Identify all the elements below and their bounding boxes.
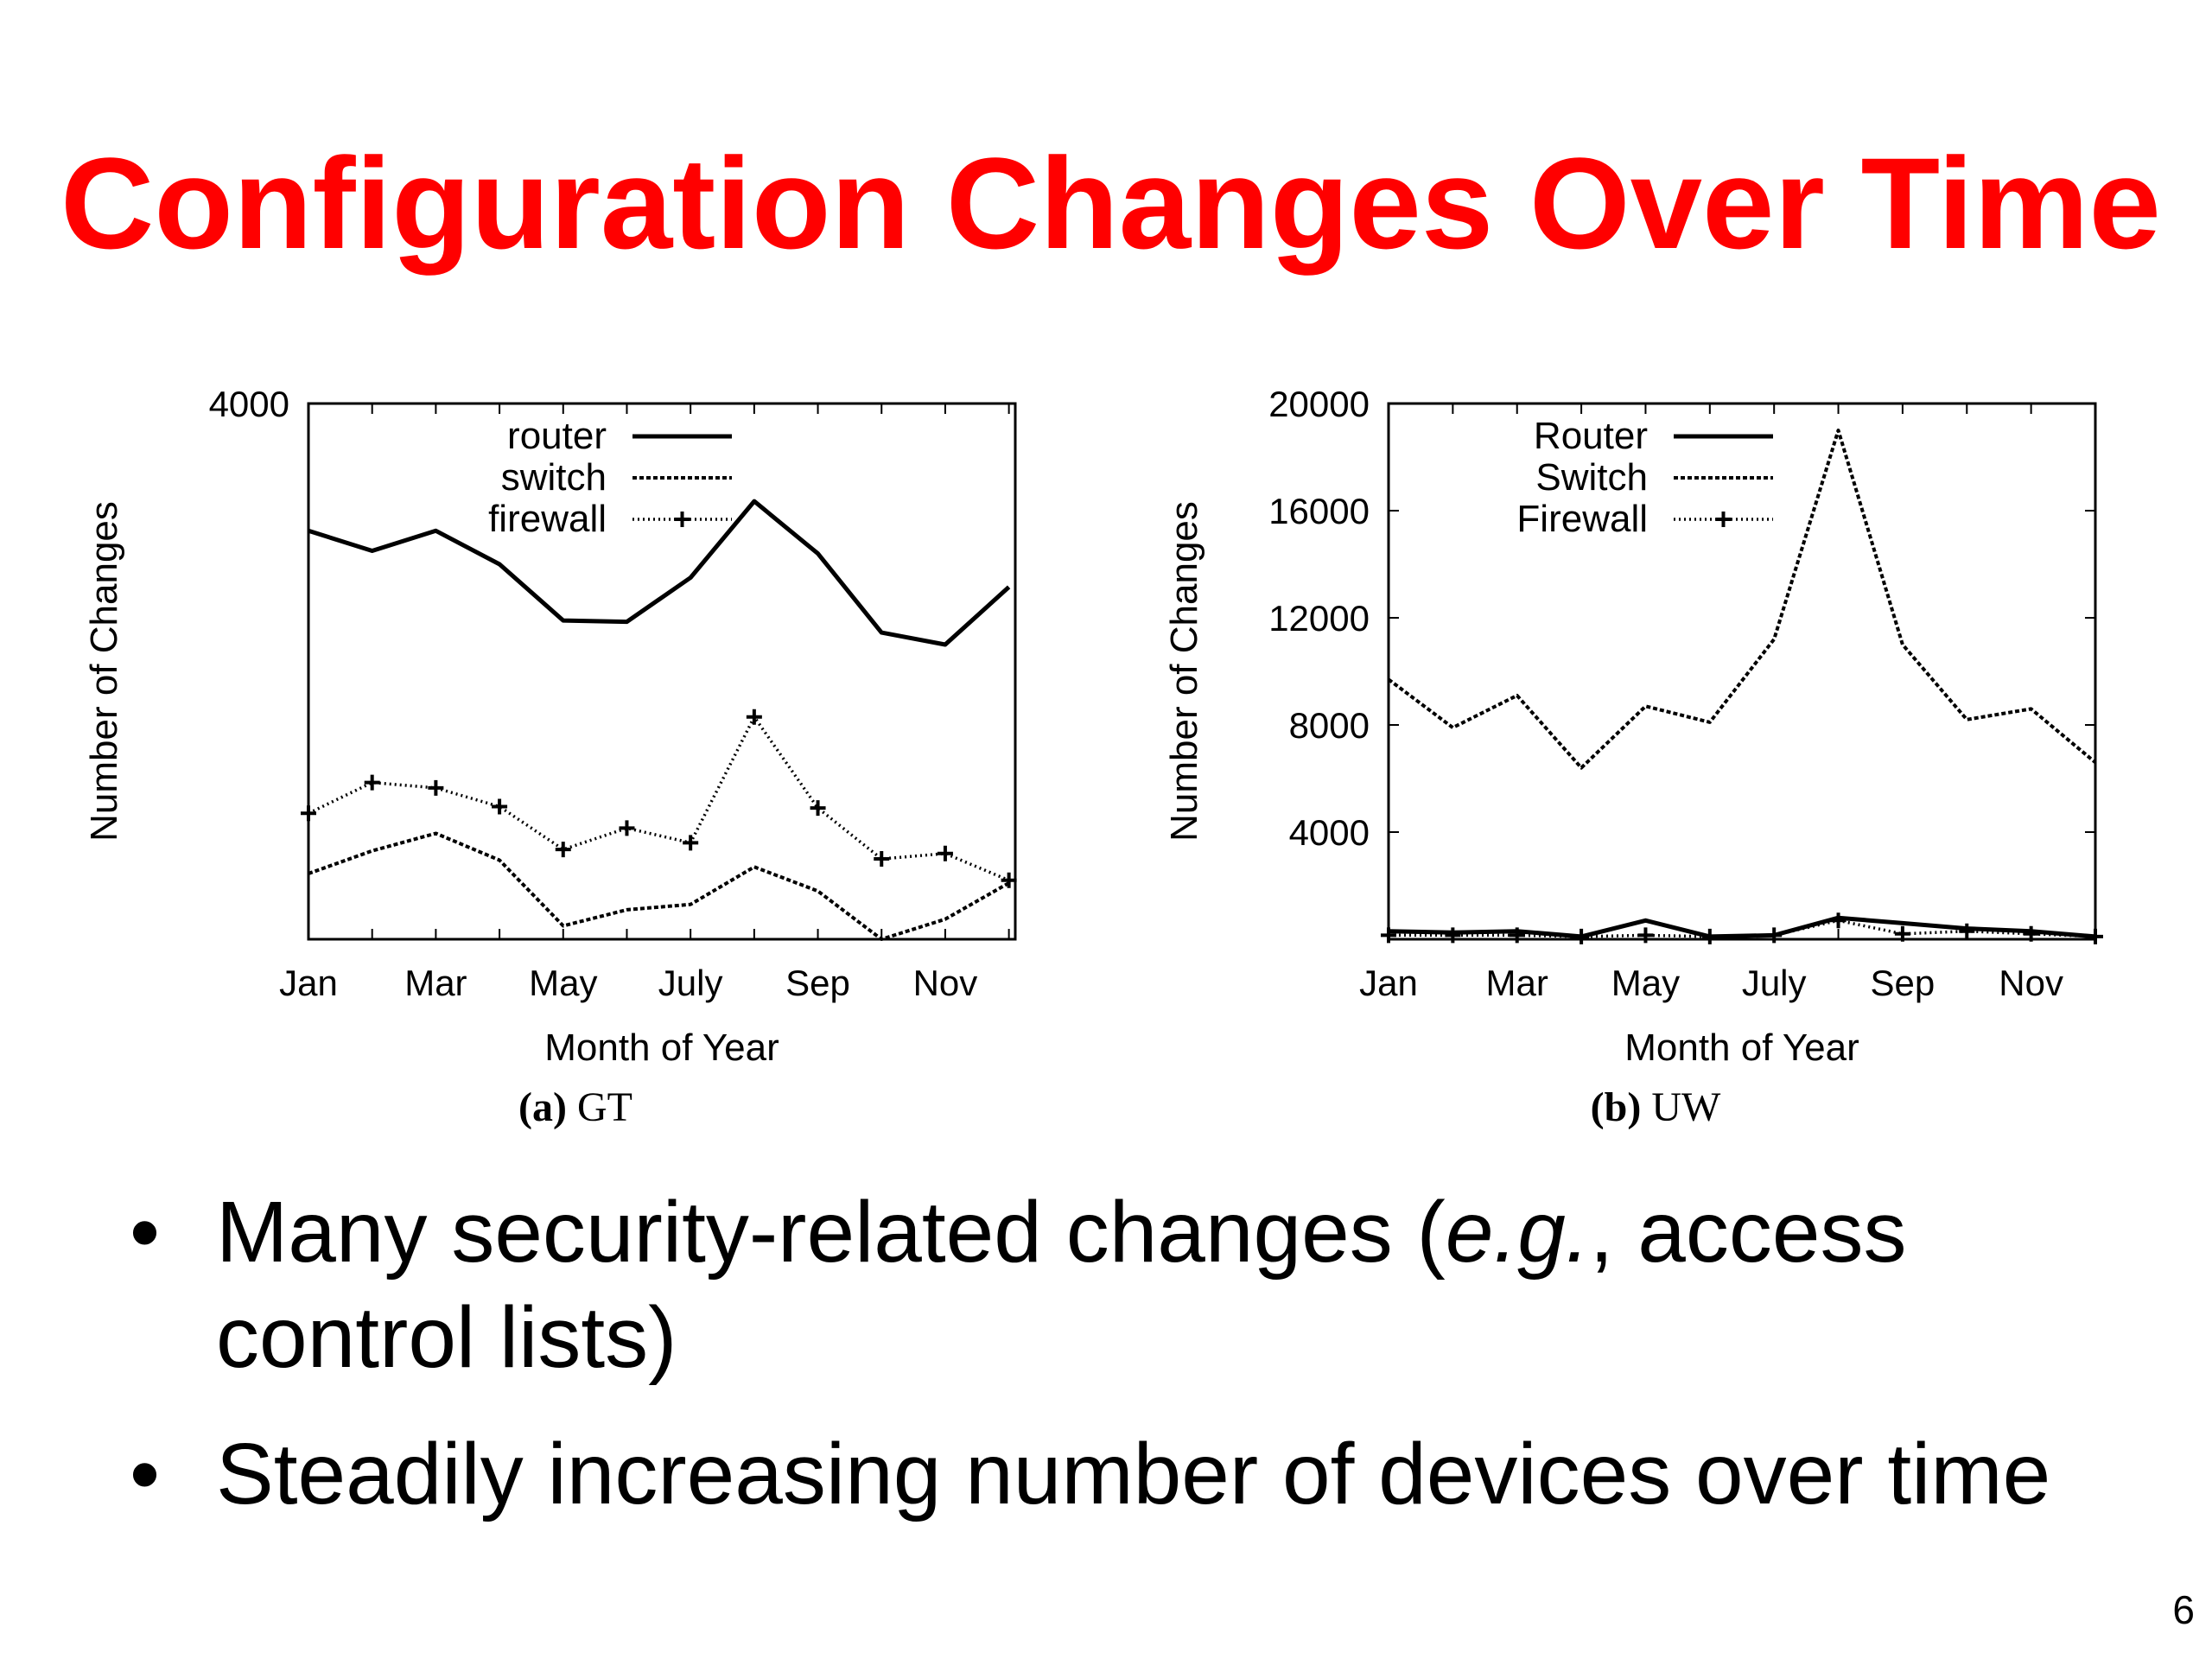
legend-marker — [674, 512, 690, 527]
bullet-dot: • — [130, 1426, 161, 1522]
x-axis-label: Month of Year — [1624, 1027, 1859, 1069]
data-point-firewall — [683, 835, 699, 851]
y-tick-label: 16000 — [1268, 491, 1370, 531]
series-line-firewall — [308, 715, 1010, 882]
data-point-firewall — [1509, 927, 1525, 944]
data-point-firewall — [555, 842, 571, 858]
chart-uw: 4000 8000 12000 16000 20000 Jan Mar May July Sep N… — [1163, 384, 2103, 1130]
legend-marker — [1715, 512, 1732, 527]
data-point-firewall — [2023, 925, 2039, 942]
chart-caption: (b) UW — [1591, 1084, 1721, 1130]
series-line-router — [1388, 915, 2096, 939]
data-point-firewall — [364, 774, 380, 791]
x-tick-label: Mar — [1486, 963, 1548, 1003]
y-tick-label: 20000 — [1268, 384, 1370, 424]
data-point-firewall — [937, 845, 953, 861]
legend-label: Switch — [1535, 456, 1648, 499]
legend-label: Firewall — [1516, 498, 1648, 540]
x-tick-label: Jan — [1359, 963, 1418, 1003]
x-tick-label: Sep — [1871, 963, 1936, 1003]
data-point-firewall — [810, 800, 826, 817]
y-axis-label: Number of Changes — [83, 501, 125, 842]
legend-label: switch — [501, 456, 607, 499]
bullet-item: • Steadily increasing number of devices … — [130, 1421, 2117, 1527]
data-point-firewall — [1381, 927, 1396, 944]
data-point-firewall — [1445, 927, 1461, 944]
x-tick-label: Nov — [913, 963, 978, 1003]
data-point-firewall — [1830, 912, 1847, 929]
page-number: 6 — [2172, 1587, 2195, 1632]
plot-frame — [1387, 402, 2097, 941]
series-line-switch — [1387, 429, 2097, 770]
data-point-firewall — [1959, 923, 1975, 939]
x-tick-label: Sep — [785, 963, 850, 1003]
data-point-firewall — [874, 851, 890, 867]
series-line-router — [308, 499, 1011, 647]
series-line-switch — [308, 831, 1010, 941]
y-tick-label: 4000 — [209, 384, 289, 424]
x-tick-label: July — [658, 963, 723, 1003]
y-tick-label: 4000 — [1289, 812, 1370, 853]
bullet-dot: • — [130, 1184, 161, 1281]
data-point-firewall — [2088, 928, 2103, 944]
bullet-item: • Many security-related changes (e.g., a… — [130, 1179, 2117, 1390]
data-point-firewall — [1894, 925, 1910, 942]
slide-title: Configuration Changes Over Time — [60, 130, 2161, 276]
bullet-list: • Many security-related changes (e.g., a… — [130, 1179, 2117, 1527]
x-tick-label: Mar — [404, 963, 467, 1003]
data-point-firewall — [1573, 928, 1590, 944]
data-point-firewall — [619, 820, 635, 836]
bullet-text: Steadily increasing number of devices ov… — [216, 1426, 2051, 1522]
x-tick-label: Nov — [1999, 963, 2063, 1003]
chart-caption: (a) GT — [518, 1084, 632, 1130]
bullet-text: Many security-related changes (e.g., acc… — [216, 1184, 1907, 1386]
data-point-firewall — [428, 779, 444, 796]
data-point-firewall — [1766, 927, 1783, 944]
legend-label: Router — [1534, 415, 1648, 457]
x-tick-label: May — [529, 963, 597, 1003]
data-point-firewall — [1001, 872, 1017, 888]
x-axis-label: Month of Year — [544, 1027, 779, 1069]
data-point-firewall — [746, 709, 762, 725]
series-line-firewall — [1389, 918, 2096, 938]
bullet-italic: e.g. — [1445, 1184, 1590, 1281]
x-tick-label: May — [1611, 963, 1680, 1003]
y-tick-label: 8000 — [1289, 705, 1370, 746]
y-tick-label: 12000 — [1268, 598, 1370, 639]
legend-label: router — [507, 415, 607, 457]
data-point-firewall — [1637, 927, 1654, 944]
legend-label: firewall — [488, 498, 607, 540]
chart-gt: 4000 Jan Mar May July Sep Nov Month of Year Numb… — [83, 384, 1017, 1130]
y-axis-label: Number of Changes — [1163, 501, 1205, 842]
data-point-firewall — [492, 798, 508, 815]
data-point-firewall — [301, 805, 316, 822]
x-tick-label: July — [1742, 963, 1807, 1003]
x-tick-label: Jan — [279, 963, 338, 1003]
data-point-firewall — [1701, 928, 1718, 944]
plot-frame — [307, 402, 1017, 941]
